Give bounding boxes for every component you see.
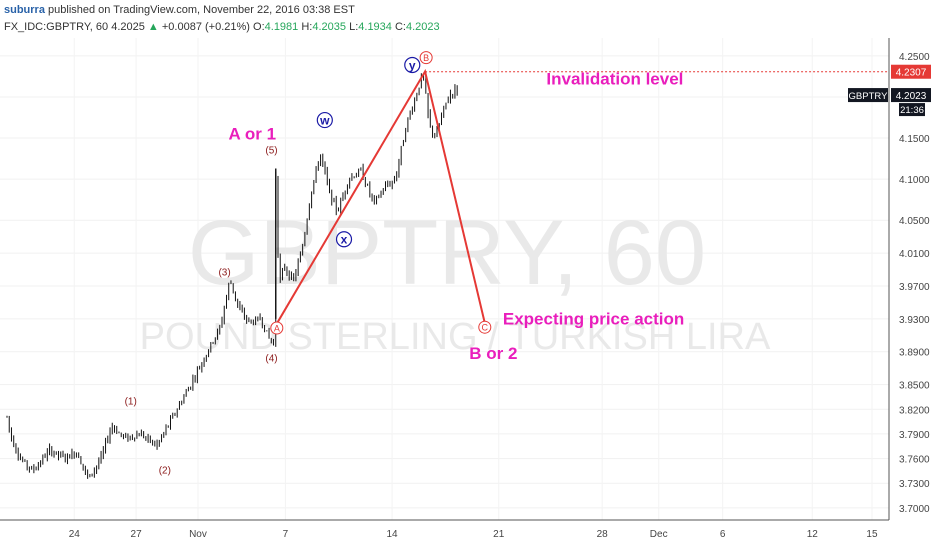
wave-label-blue: y [409, 59, 416, 73]
price-tag-value: 4.2023 [896, 91, 927, 102]
wave-label-blue: x [341, 233, 348, 247]
wave-label-red: B [423, 53, 429, 63]
y-tick-label: 3.7600 [899, 455, 930, 466]
x-tick-label: 14 [387, 529, 399, 540]
watermark: GBPTRY, 60 POUND STERLING / TURKISH LIRA [140, 202, 771, 358]
x-tick-label: 7 [283, 529, 289, 540]
x-tick-label: 12 [807, 529, 819, 540]
watermark-name: POUND STERLING / TURKISH LIRA [140, 316, 771, 358]
symbol-tag-bg [848, 88, 888, 103]
open-value: 4.1981 [264, 21, 299, 33]
price-tag-bg [891, 88, 931, 103]
last-price: 4.2025 [111, 21, 145, 33]
close-label: C: [394, 21, 406, 33]
x-tick-label: 28 [597, 529, 609, 540]
annotation-text: Invalidation level [546, 70, 683, 89]
price-tag-bg [891, 64, 931, 79]
wave-circle-red [270, 321, 284, 335]
open-label: O: [253, 21, 265, 33]
wave-label-red: C [482, 323, 489, 333]
annotations: A or 1 Invalidation level Expecting price … [229, 70, 685, 364]
x-tick-label: Dec [650, 529, 668, 540]
x-tick-label: 6 [720, 529, 726, 540]
y-tick-label: 3.8200 [899, 405, 930, 416]
y-tick-label: 4.0100 [899, 249, 930, 260]
wave-circle-red [419, 51, 433, 65]
wave-labels: (1) (2) (3) (4) (5) A B Cw x y [125, 51, 492, 476]
wave-label-red: A [274, 324, 280, 334]
symbol-label: FX_IDC:GBPTRY, 60 [4, 21, 109, 33]
candles [6, 72, 458, 479]
price-tags: 4.2307 4.2023 GBPTRY 21:36 [848, 64, 931, 117]
high-label: H: [301, 21, 313, 33]
annotation-text: B or 2 [469, 344, 517, 363]
symbol-tag: GBPTRY [849, 91, 889, 102]
watermark-symbol: GBPTRY, 60 [188, 202, 706, 304]
published-text: published on TradingView.com, November 2… [48, 4, 355, 16]
wave-label-paren: (1) [125, 396, 137, 407]
countdown: 21:36 [900, 105, 924, 116]
countdown-bg [899, 103, 925, 117]
close-value: 4.2023 [405, 21, 440, 33]
wave-circle-red [478, 320, 492, 334]
x-tick-label: 24 [69, 529, 81, 540]
low-value: 4.1934 [358, 21, 392, 33]
author-link[interactable]: suburra [4, 4, 45, 16]
x-tick-label: 27 [131, 529, 143, 540]
y-tick-label: 3.8900 [899, 348, 930, 359]
x-tick-label: Nov [189, 529, 207, 540]
time-axis[interactable]: 24 27 Nov 7 14 21 28 Dec 6 12 15 [0, 519, 889, 540]
chart-header: suburra published on TradingView.com, No… [0, 0, 932, 38]
low-label: L: [349, 21, 359, 33]
wave-label-paren: (5) [265, 146, 277, 157]
y-tick-label: 3.9700 [899, 282, 930, 293]
high-value: 4.2035 [312, 21, 347, 33]
y-tick-label: 3.7300 [899, 479, 930, 490]
x-tick-label: 21 [493, 529, 505, 540]
publish-line: suburra published on TradingView.com, No… [4, 4, 355, 16]
wave-label-blue: w [319, 114, 330, 128]
up-arrow-icon: ▲ [147, 21, 159, 33]
price-chart[interactable]: GBPTRY, 60 POUND STERLING / TURKISH LIRA… [0, 38, 932, 550]
y-tick-label: 3.7900 [899, 430, 930, 441]
wave-label-paren: (2) [159, 465, 171, 476]
y-tick-label: 3.8500 [899, 381, 930, 392]
y-tick-label: 3.9300 [899, 315, 930, 326]
wave-label-paren: (4) [265, 354, 277, 365]
wave-circle-blue [404, 56, 421, 74]
abc-wave-line [274, 68, 486, 326]
wave-circle-blue [316, 111, 333, 129]
wave-circle-blue [335, 231, 353, 248]
y-tick-label: 4.2500 [899, 52, 930, 63]
ohlc-line: FX_IDC:GBPTRY, 60 4.2025 ▲ +0.0087 (+0.2… [4, 21, 440, 33]
price-change: +0.0087 (+0.21%) [161, 21, 250, 33]
y-tick-label: 4.1500 [899, 134, 930, 145]
y-tick-label: 4.0500 [899, 216, 930, 227]
x-tick-label: 15 [866, 529, 878, 540]
price-tag-value: 4.2307 [896, 68, 927, 79]
annotation-text: Expecting price action [503, 310, 684, 329]
y-tick-label: 3.7000 [899, 504, 930, 515]
y-tick-label: 4.1000 [899, 175, 930, 186]
wave-lines [274, 68, 486, 326]
annotation-text: A or 1 [229, 125, 277, 144]
wave-label-paren: (3) [218, 267, 230, 278]
